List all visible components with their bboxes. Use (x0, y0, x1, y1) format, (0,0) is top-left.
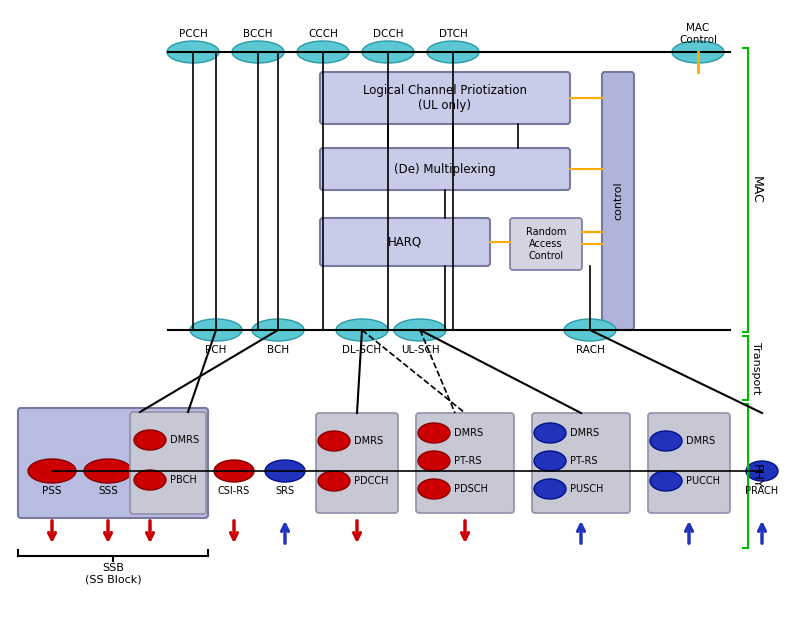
FancyBboxPatch shape (130, 412, 206, 514)
Ellipse shape (318, 431, 350, 451)
Text: DMRS: DMRS (686, 436, 715, 446)
Text: DCCH: DCCH (373, 29, 403, 39)
FancyBboxPatch shape (320, 218, 490, 266)
FancyBboxPatch shape (18, 408, 208, 518)
Text: PRACH: PRACH (745, 486, 778, 496)
Ellipse shape (427, 41, 479, 63)
Text: CCCH: CCCH (308, 29, 338, 39)
Ellipse shape (418, 423, 450, 443)
Ellipse shape (134, 470, 166, 490)
Text: Transport: Transport (751, 342, 761, 394)
Text: DL-SCH: DL-SCH (343, 345, 382, 355)
Text: UL-SCH: UL-SCH (401, 345, 439, 355)
Ellipse shape (252, 319, 304, 341)
Ellipse shape (394, 319, 446, 341)
Ellipse shape (362, 41, 414, 63)
FancyBboxPatch shape (532, 413, 630, 513)
Ellipse shape (134, 430, 166, 450)
Text: DMRS: DMRS (354, 436, 383, 446)
Ellipse shape (167, 41, 219, 63)
Text: (De) Multiplexing: (De) Multiplexing (394, 163, 496, 175)
Ellipse shape (336, 319, 388, 341)
Text: PDSCH: PDSCH (454, 484, 488, 494)
Text: BCCH: BCCH (243, 29, 273, 39)
Text: DMRS: DMRS (570, 428, 599, 438)
Ellipse shape (418, 451, 450, 471)
Ellipse shape (650, 431, 682, 451)
FancyBboxPatch shape (416, 413, 514, 513)
Text: DMRS: DMRS (170, 435, 199, 445)
Ellipse shape (84, 459, 132, 483)
FancyBboxPatch shape (316, 413, 398, 513)
FancyBboxPatch shape (510, 218, 582, 270)
Text: Random
Access
Control: Random Access Control (526, 227, 566, 260)
Ellipse shape (564, 319, 616, 341)
FancyBboxPatch shape (320, 72, 570, 124)
Ellipse shape (297, 41, 349, 63)
Text: PUCCH: PUCCH (686, 476, 720, 486)
Text: PT-RS: PT-RS (570, 456, 598, 466)
Text: PCCH: PCCH (179, 29, 207, 39)
Text: DMRS: DMRS (454, 428, 483, 438)
Text: control: control (613, 182, 623, 220)
Ellipse shape (265, 460, 305, 482)
Text: SRS: SRS (275, 486, 295, 496)
Text: PT-RS: PT-RS (454, 456, 481, 466)
Text: MAC
Control: MAC Control (679, 23, 717, 45)
Text: SSB
(SS Block): SSB (SS Block) (85, 563, 141, 585)
Ellipse shape (534, 423, 566, 443)
Text: HARQ: HARQ (388, 236, 422, 248)
Text: DTCH: DTCH (439, 29, 467, 39)
Text: BCH: BCH (267, 345, 289, 355)
Text: PCH: PCH (205, 345, 227, 355)
Ellipse shape (418, 479, 450, 499)
Text: PSS: PSS (42, 486, 62, 496)
Ellipse shape (318, 471, 350, 491)
Ellipse shape (650, 471, 682, 491)
FancyBboxPatch shape (602, 72, 634, 330)
Text: Logical Channel Priotization
(UL only): Logical Channel Priotization (UL only) (363, 84, 527, 112)
FancyBboxPatch shape (320, 148, 570, 190)
Ellipse shape (214, 460, 254, 482)
Text: PDCCH: PDCCH (354, 476, 389, 486)
Ellipse shape (28, 459, 76, 483)
Ellipse shape (232, 41, 284, 63)
Text: CSI-RS: CSI-RS (218, 486, 250, 496)
Text: SSS: SSS (98, 486, 118, 496)
Text: MAC: MAC (749, 176, 762, 204)
Text: RACH: RACH (576, 345, 604, 355)
Ellipse shape (746, 461, 778, 481)
Ellipse shape (672, 41, 724, 63)
FancyBboxPatch shape (648, 413, 730, 513)
Ellipse shape (534, 479, 566, 499)
Text: PBCH: PBCH (170, 475, 197, 485)
Text: PHY: PHY (749, 464, 762, 488)
Text: PUSCH: PUSCH (570, 484, 603, 494)
Ellipse shape (190, 319, 242, 341)
Ellipse shape (534, 451, 566, 471)
